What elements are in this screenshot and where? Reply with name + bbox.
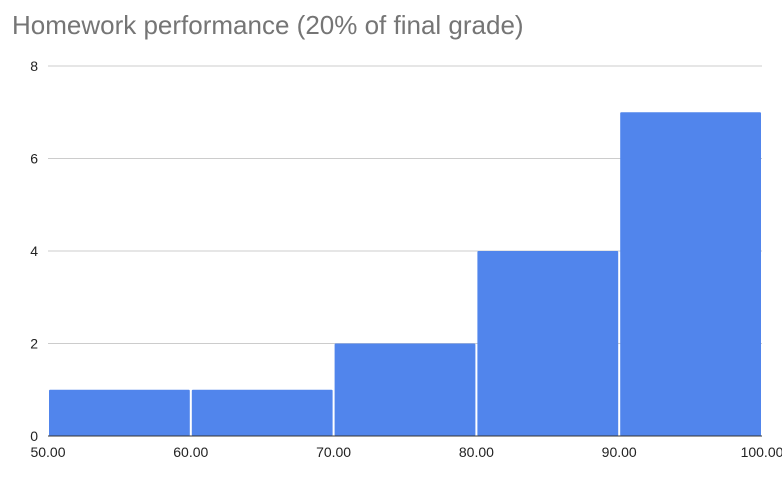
bar-90.00-100.00 [620,112,761,436]
bar-70.00-80.00 [334,343,476,436]
y-tick-label-2: 2 [30,336,38,352]
bar-60.00-70.00 [191,389,333,436]
y-tick-label-6: 6 [30,151,38,167]
bar-50.00-60.00 [49,389,190,436]
x-tick-label-90.00: 90.00 [602,444,637,460]
x-tick-label-70.00: 70.00 [316,444,351,460]
x-tick-label-100.00: 100.00 [741,444,782,460]
x-tick-label-80.00: 80.00 [459,444,494,460]
x-tick-label-60.00: 60.00 [173,444,208,460]
x-tick-label-50.00: 50.00 [30,444,65,460]
x-tick-labels: 50.00 60.00 70.00 80.00 90.00 100.00 [30,444,782,460]
y-tick-label-8: 8 [30,58,38,74]
chart-title: Homework performance (20% of final grade… [12,10,524,40]
bars [49,112,761,436]
bar-80.00-90.00 [477,251,619,436]
y-tick-label-4: 4 [30,243,38,259]
y-tick-labels: 0 2 4 6 8 [30,58,38,444]
y-tick-label-0: 0 [30,428,38,444]
